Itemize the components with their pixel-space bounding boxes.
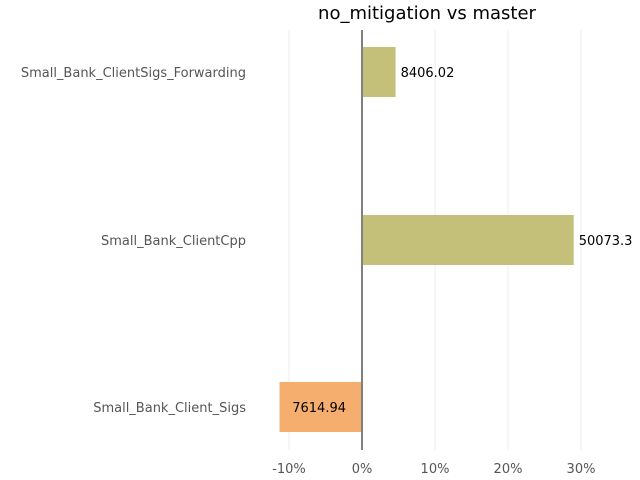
bar <box>362 215 574 265</box>
category-label: Small_Bank_ClientCpp <box>101 234 246 249</box>
category-label: Small_Bank_ClientSigs_Forwarding <box>21 66 246 81</box>
value-labels: 8406.02 50073.3 7614.94 <box>292 66 632 416</box>
chart-title: no_mitigation vs master <box>318 3 536 24</box>
x-tick-label: 0% <box>352 462 373 477</box>
bar <box>279 382 362 432</box>
category-label: Small_Bank_Client_Sigs <box>93 401 246 416</box>
value-label: 8406.02 <box>401 66 455 81</box>
x-tick-label: 30% <box>567 462 596 477</box>
x-tick-label: 10% <box>421 462 450 477</box>
x-tick-label: -10% <box>272 462 306 477</box>
x-tick-labels: -10% 0% 10% 20% 30% <box>272 462 595 477</box>
bar <box>362 47 396 97</box>
bars <box>279 47 574 432</box>
value-label: 7614.94 <box>292 401 346 416</box>
value-label: 50073.3 <box>579 234 633 249</box>
x-tick-label: 20% <box>494 462 523 477</box>
category-labels: Small_Bank_ClientSigs_Forwarding Small_Ba… <box>21 66 246 416</box>
